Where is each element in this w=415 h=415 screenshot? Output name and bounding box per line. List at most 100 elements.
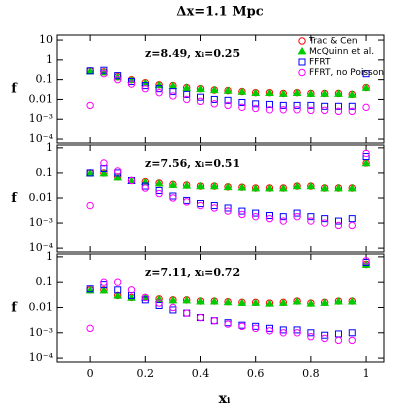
point [252, 209, 260, 217]
y-tick-label: 0.1 [36, 166, 54, 179]
point [169, 306, 177, 314]
point [196, 84, 205, 93]
plot-frame [56, 253, 385, 363]
point [334, 102, 342, 110]
point [265, 324, 273, 332]
point [348, 107, 356, 116]
point [347, 297, 357, 305]
point [196, 313, 205, 322]
plot-frame [56, 144, 385, 253]
chart-title: Δx=1.1 Mpc [176, 5, 263, 20]
point [265, 214, 274, 223]
point [196, 297, 205, 305]
point [155, 189, 163, 198]
point [362, 149, 370, 158]
y-tick-label: 10⁻⁴ [29, 351, 54, 364]
point [265, 183, 274, 192]
point [113, 291, 123, 299]
point [348, 102, 356, 110]
point [320, 183, 330, 192]
y-axis-label: f [11, 301, 18, 316]
point [196, 181, 205, 190]
point [100, 66, 108, 74]
point [293, 106, 301, 114]
y-tick-label: 0.1 [36, 73, 54, 86]
x-tick-label: 0.8 [302, 367, 320, 380]
point [155, 186, 163, 194]
y-tick-label: 0.01 [29, 92, 54, 105]
point [114, 75, 122, 84]
legend-label: FFRT, no Poisson [309, 68, 384, 78]
x-tick-label: 0.4 [192, 367, 210, 380]
point [169, 194, 177, 202]
point [224, 101, 232, 110]
point [348, 221, 356, 230]
point [251, 183, 261, 192]
point [265, 299, 274, 307]
point [279, 326, 287, 334]
point [86, 285, 94, 293]
point [320, 89, 330, 97]
point [321, 331, 329, 339]
point [321, 215, 329, 223]
point [279, 101, 287, 109]
point [251, 324, 260, 333]
legend-label: Trac & Cen [308, 37, 358, 47]
point [278, 183, 288, 192]
y-tick-label: 10⁻³ [29, 326, 53, 339]
point [100, 69, 108, 78]
point [183, 90, 191, 98]
point [320, 106, 329, 115]
point [334, 330, 342, 338]
y-tick-label: 0.01 [29, 191, 54, 204]
point [292, 88, 302, 96]
point [334, 217, 342, 225]
point [307, 106, 315, 115]
point [238, 322, 246, 331]
point [141, 184, 150, 192]
point [182, 198, 191, 206]
point [361, 83, 371, 91]
point [155, 88, 163, 97]
point [265, 106, 274, 114]
point [298, 37, 306, 45]
point [298, 68, 306, 77]
point [168, 295, 178, 304]
point [306, 181, 316, 190]
point [113, 172, 123, 181]
point [252, 100, 260, 108]
point [128, 291, 136, 299]
point [127, 286, 136, 294]
point [196, 93, 204, 101]
legend-label: FFRT [309, 58, 331, 68]
point [251, 212, 260, 221]
point [292, 181, 302, 190]
point [307, 101, 315, 109]
y-tick-label: 10⁻³ [29, 216, 53, 229]
point [182, 309, 191, 317]
point [307, 333, 315, 341]
point [210, 202, 218, 210]
point [334, 297, 343, 305]
point [251, 88, 261, 96]
y-tick-label: 10⁻⁴ [29, 241, 54, 254]
y-tick-label: 1 [46, 250, 53, 263]
point [99, 285, 109, 294]
point [347, 183, 357, 192]
point [169, 92, 177, 100]
point [293, 212, 301, 221]
point [141, 82, 149, 90]
y-tick-label: 1 [46, 141, 53, 154]
point [265, 88, 274, 96]
point [334, 336, 343, 345]
point [169, 88, 177, 96]
point [362, 153, 370, 161]
point [155, 299, 163, 307]
point [334, 107, 343, 116]
point [210, 100, 218, 108]
point [128, 78, 136, 86]
point [237, 87, 247, 95]
x-tick-label: 0 [87, 367, 94, 380]
y-tick-label: 0.01 [29, 300, 54, 313]
point [224, 96, 232, 104]
